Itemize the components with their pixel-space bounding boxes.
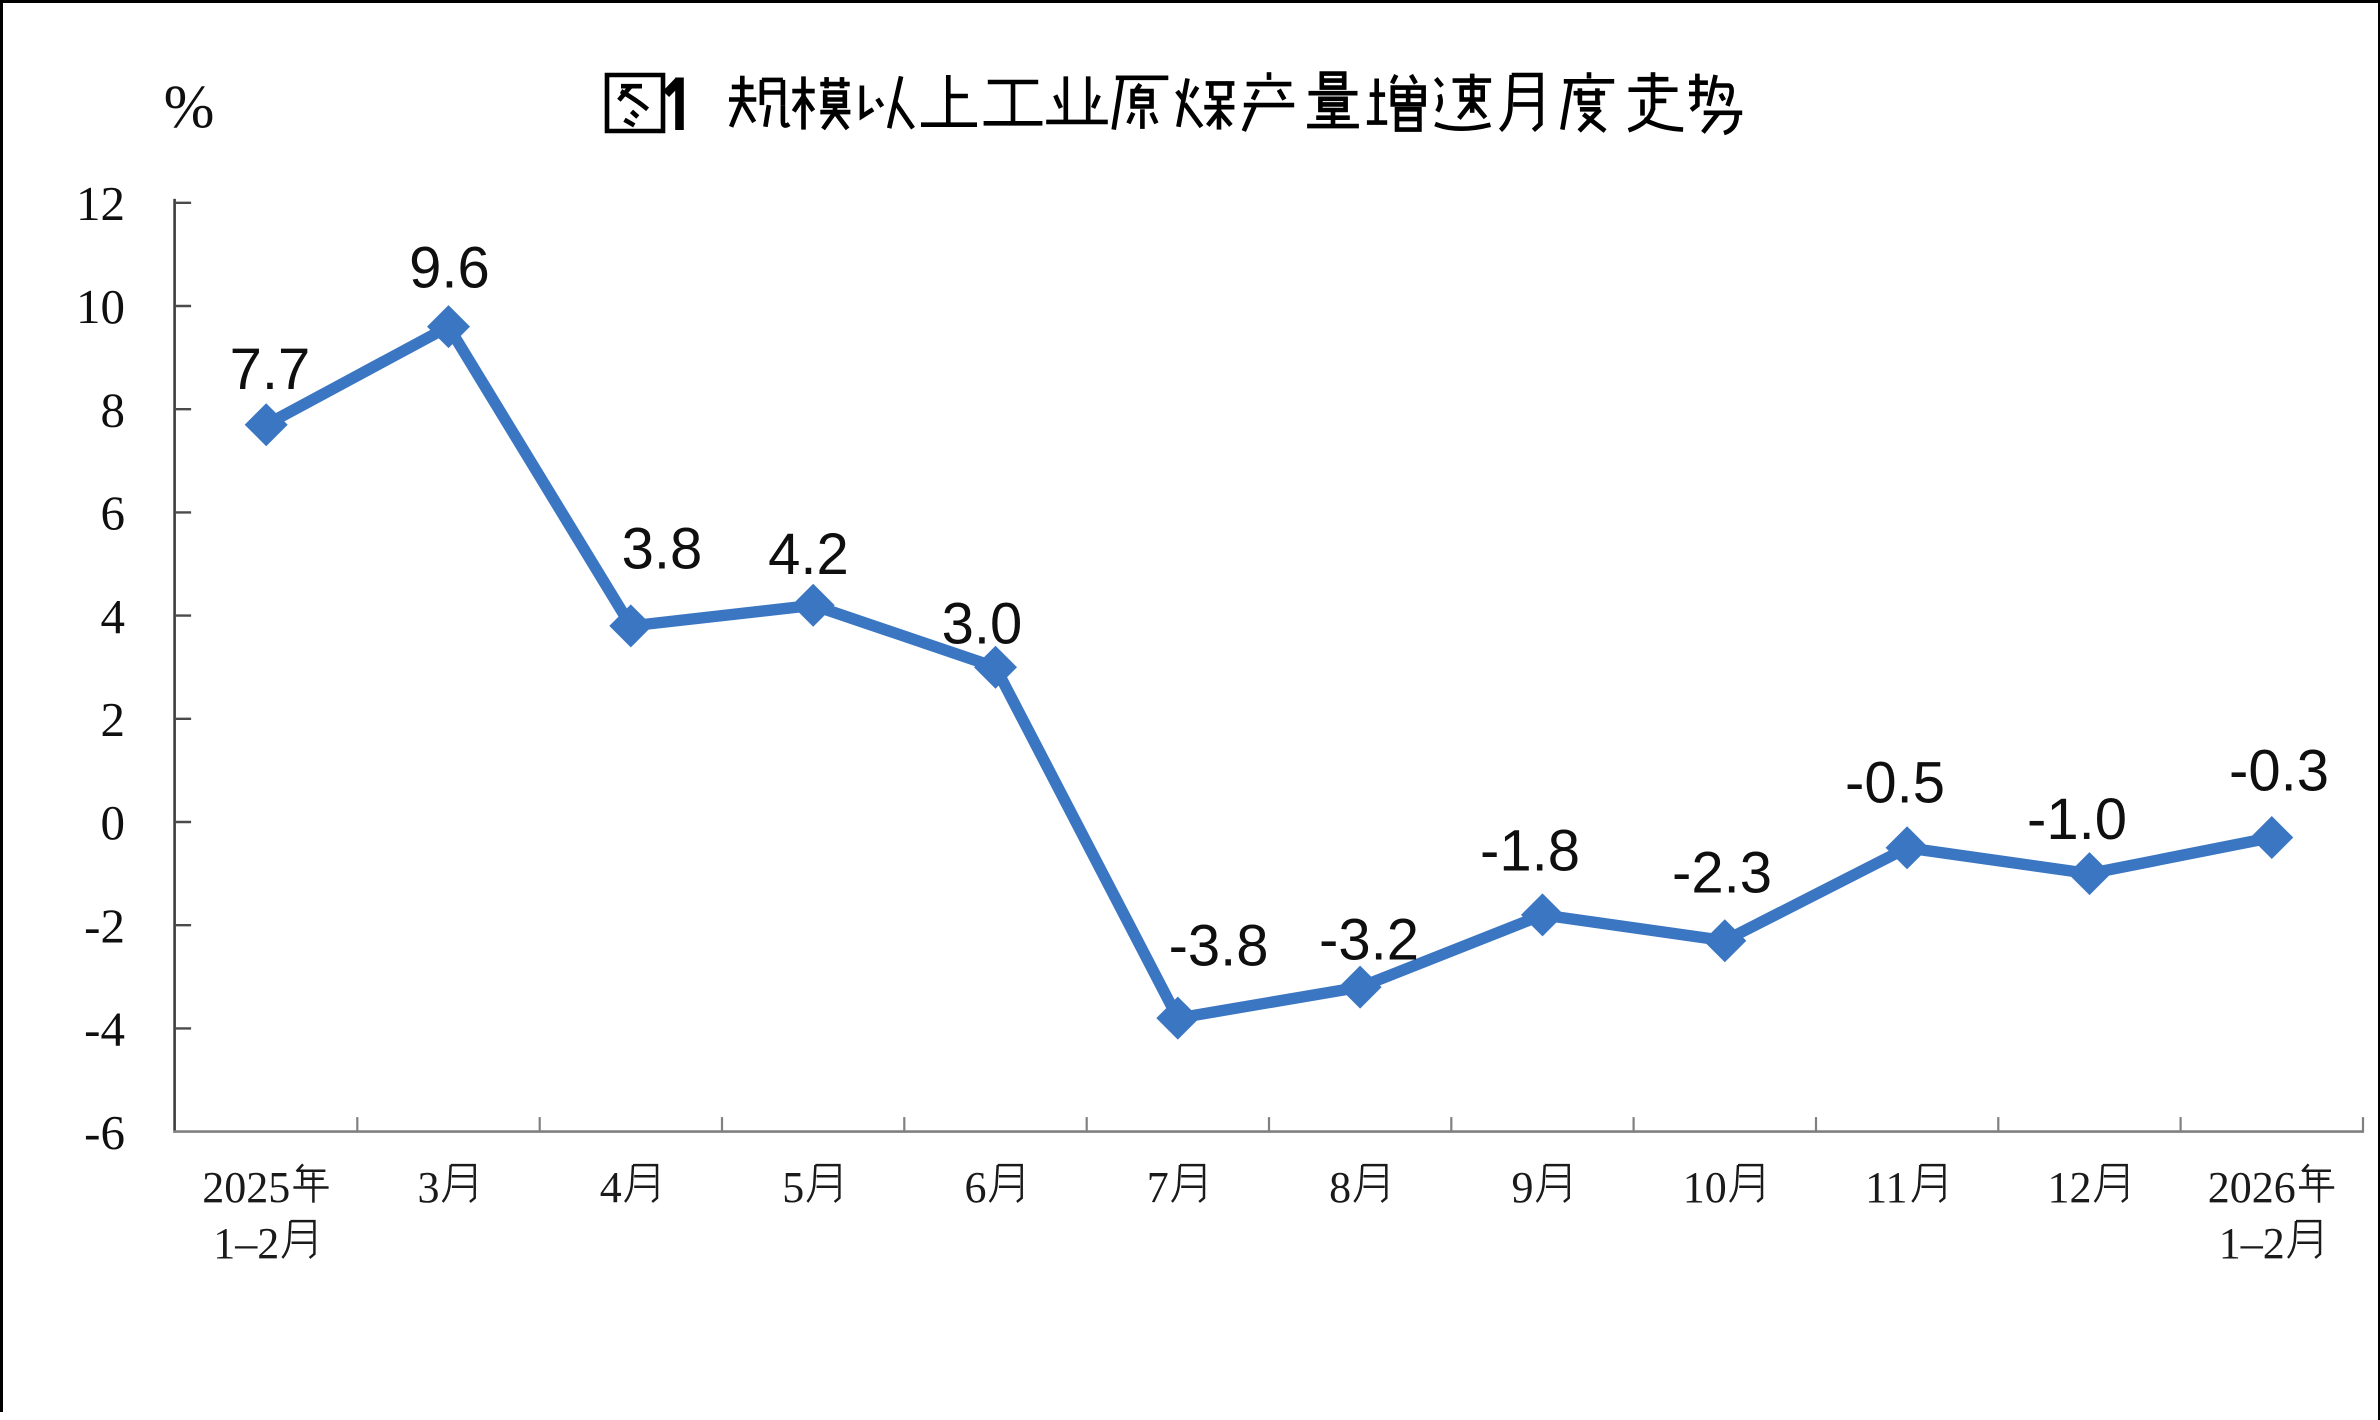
svg-text:3.0: 3.0 [942,591,1023,656]
svg-text:-1.8: -1.8 [1480,818,1580,883]
svg-text:12: 12 [76,176,125,231]
svg-text:-1.0: -1.0 [2027,787,2127,852]
svg-text:9.6: 9.6 [409,236,490,301]
svg-text:-3.8: -3.8 [1169,914,1269,979]
svg-text:-0.5: -0.5 [1845,751,1945,816]
svg-text:2025: 2025 [202,1163,290,1212]
svg-text:-2.3: -2.3 [1672,840,1772,905]
svg-text:10: 10 [76,279,125,334]
svg-text:11: 11 [1865,1163,1907,1212]
svg-text:-6: -6 [84,1105,125,1160]
svg-text:7: 7 [1147,1163,1169,1212]
svg-text:-3.2: -3.2 [1319,908,1419,973]
svg-text:8: 8 [101,382,126,437]
svg-text:4: 4 [600,1163,622,1212]
svg-text:2026: 2026 [2208,1163,2296,1212]
svg-text:8: 8 [1329,1163,1351,1212]
svg-text:10: 10 [1683,1163,1727,1212]
svg-text:-2: -2 [84,898,125,953]
svg-text:12: 12 [2048,1163,2092,1212]
svg-text:9: 9 [1512,1163,1534,1212]
svg-text:5: 5 [782,1163,804,1212]
svg-text:6: 6 [965,1163,987,1212]
svg-text:2: 2 [101,692,126,747]
svg-text:0: 0 [101,795,126,850]
svg-text:7.7: 7.7 [230,337,311,402]
svg-text:4.2: 4.2 [768,522,849,587]
svg-text:3.8: 3.8 [622,517,703,582]
svg-text:-0.3: -0.3 [2229,738,2329,803]
svg-text:3: 3 [418,1163,440,1212]
svg-text:-4: -4 [84,1002,125,1057]
svg-text:4: 4 [101,589,126,644]
svg-text:%: % [164,74,215,141]
svg-text:1–2: 1–2 [213,1219,279,1268]
svg-text:6: 6 [101,486,126,541]
svg-text:1–2: 1–2 [2219,1219,2285,1268]
